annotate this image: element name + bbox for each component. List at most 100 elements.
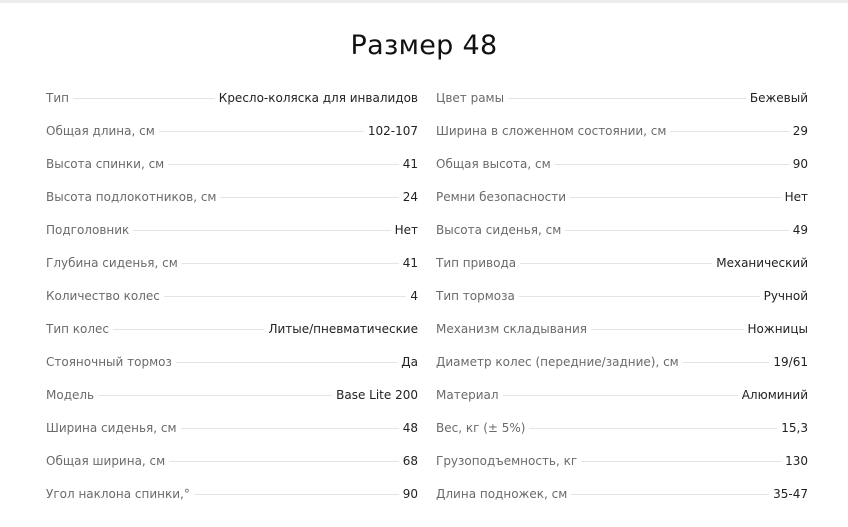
spec-row: Ремни безопасности Нет xyxy=(436,190,808,223)
spec-row: Длина подножек, см 35-47 xyxy=(436,487,808,520)
spec-row: Общая высота, см 90 xyxy=(436,157,808,190)
spec-label: Вес, кг (± 5%) xyxy=(436,421,526,435)
spec-value: 41 xyxy=(402,157,418,171)
spec-label: Тип тормоза xyxy=(436,289,515,303)
spec-row: Цвет рамы Бежевый xyxy=(436,91,808,124)
spec-value: 49 xyxy=(792,223,808,237)
dotted-leader xyxy=(180,428,399,429)
dotted-leader xyxy=(502,395,738,396)
spec-value: 15,3 xyxy=(781,421,808,435)
spec-value: 4 xyxy=(410,289,418,303)
dotted-leader xyxy=(158,131,364,132)
dotted-leader xyxy=(98,395,333,396)
dotted-leader xyxy=(169,461,399,462)
spec-value: 35-47 xyxy=(773,487,808,501)
dotted-leader xyxy=(193,494,399,495)
spec-value: Ножницы xyxy=(747,322,808,336)
dotted-leader xyxy=(175,362,398,363)
spec-label: Угол наклона спинки,° xyxy=(46,487,190,501)
spec-row: Материал Алюминий xyxy=(436,388,808,421)
spec-row: Высота спинки, см 41 xyxy=(46,157,418,190)
spec-row: Механизм складывания Ножницы xyxy=(436,322,808,355)
spec-value: 24 xyxy=(402,190,418,204)
spec-label: Грузоподъемность, кг xyxy=(436,454,578,468)
spec-label: Ширина в сложенном состоянии, см xyxy=(436,124,667,138)
dotted-leader xyxy=(682,362,770,363)
spec-row: Общая длина, см 102-107 xyxy=(46,124,418,157)
spec-value: Нет xyxy=(784,190,808,204)
spec-value: 102-107 xyxy=(367,124,418,138)
spec-label: Тип привода xyxy=(436,256,517,270)
spec-label: Механизм складывания xyxy=(436,322,588,336)
spec-label: Материал xyxy=(436,388,499,402)
spec-row: Высота сиденья, см 49 xyxy=(436,223,808,256)
spec-value: 90 xyxy=(402,487,418,501)
spec-label: Стояночный тормоз xyxy=(46,355,172,369)
spec-label: Общая ширина, см xyxy=(46,454,166,468)
spec-value: Механический xyxy=(716,256,808,270)
spec-row: Тип тормоза Ручной xyxy=(436,289,808,322)
spec-label: Высота сиденья, см xyxy=(436,223,562,237)
spec-value: 130 xyxy=(785,454,808,468)
spec-row: Угол наклона спинки,° 90 xyxy=(46,487,418,520)
dotted-leader xyxy=(581,461,782,462)
dotted-leader xyxy=(181,263,399,264)
spec-label: Тип xyxy=(46,91,69,105)
dotted-leader xyxy=(670,131,789,132)
spec-value: 41 xyxy=(402,256,418,270)
spec-row: Грузоподъемность, кг 130 xyxy=(436,454,808,487)
spec-value: 19/61 xyxy=(773,355,808,369)
specs-left-column: Тип Кресло-коляска для инвалидов Общая дли… xyxy=(46,91,418,520)
spec-row: Ширина сиденья, см 48 xyxy=(46,421,418,454)
spec-row: Тип колес Литые/пневматические xyxy=(46,322,418,355)
dotted-leader xyxy=(168,164,399,165)
spec-row: Модель Base Lite 200 xyxy=(46,388,418,421)
spec-row: Глубина сиденья, см 41 xyxy=(46,256,418,289)
spec-row: Общая ширина, см 68 xyxy=(46,454,418,487)
dotted-leader xyxy=(72,98,215,99)
spec-value: Да xyxy=(401,355,418,369)
page-title: Размер 48 xyxy=(350,30,498,61)
spec-value: Алюминий xyxy=(741,388,808,402)
spec-label: Количество колес xyxy=(46,289,160,303)
spec-label: Ширина сиденья, см xyxy=(46,421,177,435)
spec-row: Тип привода Механический xyxy=(436,256,808,289)
spec-row: Вес, кг (± 5%) 15,3 xyxy=(436,421,808,454)
spec-value: Бежевый xyxy=(749,91,808,105)
spec-row: Подголовник Нет xyxy=(46,223,418,256)
spec-label: Модель xyxy=(46,388,95,402)
spec-label: Диаметр колес (передние/задние), см xyxy=(436,355,679,369)
spec-row: Тип Кресло-коляска для инвалидов xyxy=(46,91,418,124)
spec-label: Общая высота, см xyxy=(436,157,551,171)
dotted-leader xyxy=(591,329,744,330)
top-divider xyxy=(0,0,848,3)
specs-right-column: Цвет рамы Бежевый Ширина в сложенном состо… xyxy=(436,91,808,520)
spec-row: Диаметр колес (передние/задние), см 19/61 xyxy=(436,355,808,388)
spec-value: 90 xyxy=(792,157,808,171)
spec-row: Высота подлокотников, см 24 xyxy=(46,190,418,223)
spec-label: Цвет рамы xyxy=(436,91,505,105)
spec-label: Ремни безопасности xyxy=(436,190,567,204)
spec-value: 48 xyxy=(402,421,418,435)
spec-label: Высота подлокотников, см xyxy=(46,190,217,204)
spec-label: Общая длина, см xyxy=(46,124,155,138)
spec-label: Высота спинки, см xyxy=(46,157,165,171)
spec-value: 68 xyxy=(402,454,418,468)
spec-value: Литые/пневматические xyxy=(268,322,418,336)
dotted-leader xyxy=(529,428,778,429)
spec-row: Стояночный тормоз Да xyxy=(46,355,418,388)
dotted-leader xyxy=(570,197,781,198)
dotted-leader xyxy=(113,329,265,330)
dotted-leader xyxy=(133,230,391,231)
dotted-leader xyxy=(554,164,789,165)
spec-row: Количество колес 4 xyxy=(46,289,418,322)
spec-value: Ручной xyxy=(763,289,808,303)
dotted-leader xyxy=(163,296,407,297)
spec-value: 29 xyxy=(792,124,808,138)
dotted-leader xyxy=(508,98,746,99)
dotted-leader xyxy=(220,197,399,198)
spec-label: Глубина сиденья, см xyxy=(46,256,178,270)
spec-value: Кресло-коляска для инвалидов xyxy=(218,91,418,105)
dotted-leader xyxy=(565,230,789,231)
spec-row: Ширина в сложенном состоянии, см 29 xyxy=(436,124,808,157)
